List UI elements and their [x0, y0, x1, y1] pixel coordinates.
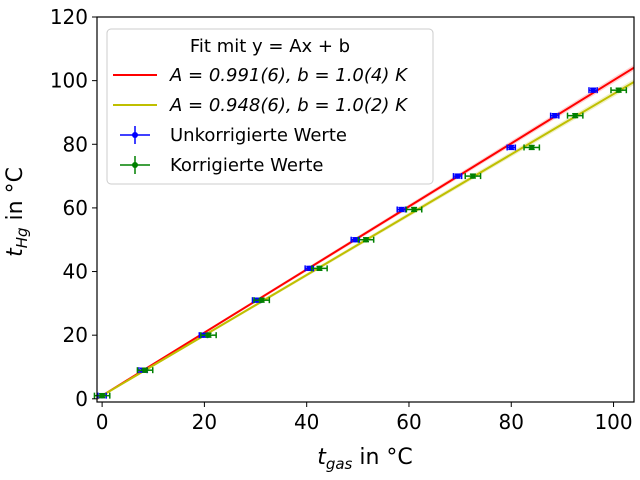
data-point-series-2-2	[136, 367, 154, 374]
legend-label-fit-1: A = 0.991(6), b = 1.0(4) K	[169, 65, 408, 86]
legend-marker-series-1	[120, 126, 150, 144]
legend-marker-series-2	[120, 156, 150, 174]
data-point-series-2-11	[610, 87, 628, 94]
x-tick-label-0: 0	[96, 410, 109, 434]
x-tick-label-60: 60	[396, 410, 421, 434]
data-point-series-1-10	[549, 112, 560, 119]
data-points	[93, 87, 628, 399]
y-axis-label: tHg in °C	[3, 167, 31, 257]
legend: Fit mit y = Ax + b A = 0.991(6), b = 1.0…	[106, 28, 434, 185]
fit-line-1	[96, 66, 635, 400]
data-point-series-1-11	[588, 87, 598, 94]
y-tick-label-80: 80	[63, 132, 88, 156]
data-point-series-1-8	[452, 173, 463, 180]
y-tick-label-0: 0	[75, 387, 88, 411]
plot-frame	[96, 16, 635, 403]
data-point-series-1-7	[396, 206, 407, 213]
axis-ticks: 0 20 40 60 80 100 0 20 40 60 80 100 120	[50, 5, 633, 434]
y-tick-label-60: 60	[63, 196, 88, 220]
data-point-series-2-6	[357, 236, 375, 243]
x-tick-label-40: 40	[294, 410, 319, 434]
x-tick-label-20: 20	[192, 410, 217, 434]
data-point-series-2-4	[253, 297, 271, 304]
data-point-series-2-1	[93, 392, 111, 399]
data-point-series-2-5	[311, 265, 328, 272]
x-axis-label: tgas in °C	[317, 445, 413, 473]
x-tick-label-80: 80	[499, 410, 524, 434]
data-point-series-1-9	[506, 144, 517, 151]
data-point-series-2-10	[566, 112, 584, 119]
data-point-series-2-3	[200, 332, 217, 339]
legend-title: Fit mit y = Ax + b	[190, 36, 350, 57]
y-tick-label-40: 40	[63, 260, 88, 284]
data-point-series-2-7	[405, 206, 423, 213]
data-point-series-2-8	[464, 173, 482, 180]
y-tick-label-20: 20	[63, 323, 88, 347]
x-tick-label-100: 100	[594, 410, 632, 434]
legend-label-series-1: Unkorrigierte Werte	[170, 125, 347, 146]
y-tick-label-100: 100	[50, 69, 88, 93]
legend-label-fit-2: A = 0.948(6), b = 1.0(2) K	[169, 95, 408, 116]
data-point-series-2-9	[523, 144, 541, 151]
y-tick-label-120: 120	[50, 5, 88, 29]
legend-label-series-2: Korrigierte Werte	[170, 155, 324, 176]
